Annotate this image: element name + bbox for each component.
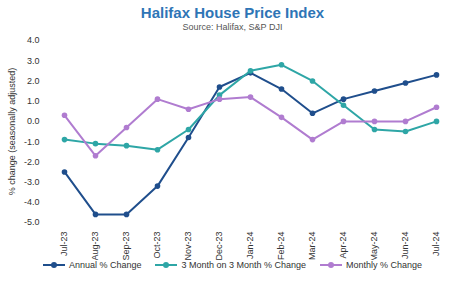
svg-text:% change (seasonally adjusted): % change (seasonally adjusted) <box>7 68 17 196</box>
svg-text:Jun-24: Jun-24 <box>400 232 410 260</box>
svg-text:1.0: 1.0 <box>27 96 40 106</box>
svg-text:-3.0: -3.0 <box>24 177 40 187</box>
html-text:Annual % Change: Annual % Change <box>68 260 142 270</box>
svg-text:Mar-24: Mar-24 <box>307 232 317 261</box>
svg-text:Nov-23: Nov-23 <box>183 232 193 261</box>
svg-text:0.0: 0.0 <box>27 116 40 126</box>
svg-text:3.0: 3.0 <box>27 56 40 66</box>
svg-text:Oct-23: Oct-23 <box>152 232 162 259</box>
svg-text:Dec-23: Dec-23 <box>214 232 224 261</box>
svg-text:-1.0: -1.0 <box>24 136 40 146</box>
svg-text:Apr-24: Apr-24 <box>338 232 348 259</box>
svg-text:Feb-24: Feb-24 <box>276 232 286 261</box>
svg-text:4.0: 4.0 <box>27 35 40 45</box>
svg-text:Jul-23: Jul-23 <box>59 232 69 257</box>
svg-text:Sep-23: Sep-23 <box>121 232 131 261</box>
svg-text:-5.0: -5.0 <box>24 217 40 227</box>
svg-text:-2.0: -2.0 <box>24 157 40 167</box>
svg-text:Aug-23: Aug-23 <box>90 232 100 261</box>
html-text:Source: Halifax, S&P DJI: Source: Halifax, S&P DJI <box>182 22 283 32</box>
svg-text:2.0: 2.0 <box>27 76 40 86</box>
html-text:Monthly % Change: Monthly % Change <box>346 260 423 270</box>
html-text:3 Month on 3 Month % Change: 3 Month on 3 Month % Change <box>181 260 306 270</box>
svg-text:May-24: May-24 <box>369 232 379 261</box>
svg-text:-4.0: -4.0 <box>24 197 40 207</box>
svg-text:Jul-24: Jul-24 <box>431 232 441 257</box>
html-text:Halifax House Price Index: Halifax House Price Index <box>140 4 325 21</box>
svg-text:Jan-24: Jan-24 <box>245 232 255 260</box>
